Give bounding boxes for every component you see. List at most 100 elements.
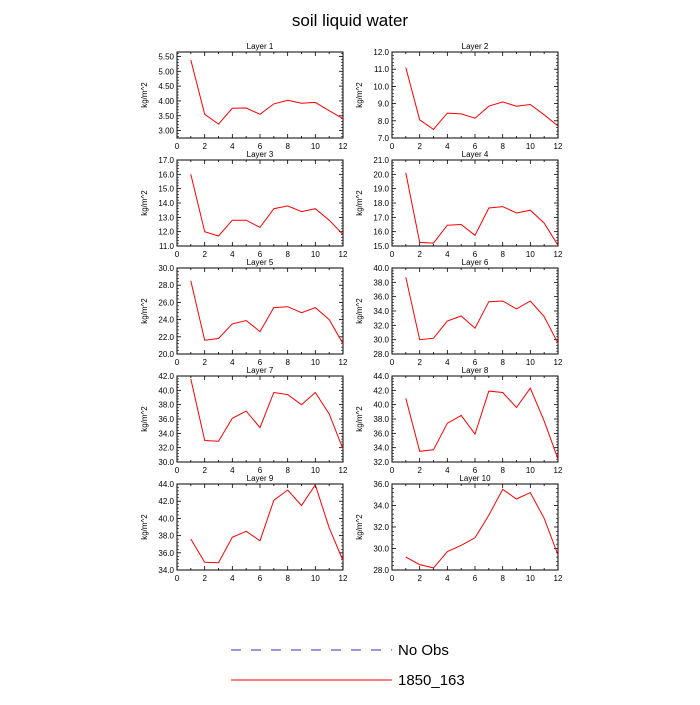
panel-5: Layer 5 0 2 4 6 8 10 12 20.0 22.0 24.0 26.0 28.0 30.0… — [140, 258, 348, 367]
y-tick-label: 12.0 — [373, 48, 389, 57]
y-tick-label: 12.0 — [158, 228, 174, 237]
x-tick-label: 4 — [230, 142, 235, 151]
panel-7: Layer 7 0 2 4 6 8 10 12 30.0 32.0 34.0 36.0 38.0 40.0… — [140, 366, 348, 475]
y-tick-label: 26.0 — [158, 298, 174, 307]
y-tick-label: 3.50 — [158, 112, 174, 121]
x-tick-label: 6 — [258, 250, 263, 259]
y-axis-label: kg/m^2 — [140, 514, 149, 540]
panel-title: Layer 10 — [459, 474, 491, 483]
plot-frame — [391, 267, 559, 355]
x-tick-label: 4 — [230, 358, 235, 367]
x-tick-label: 10 — [311, 358, 320, 367]
y-tick-label: 7.0 — [378, 134, 390, 143]
x-tick-label: 8 — [500, 142, 505, 151]
x-tick-label: 12 — [554, 358, 563, 367]
y-axis-label: kg/m^2 — [355, 514, 364, 540]
y-tick-label: 9.0 — [378, 100, 390, 109]
y-tick-label: 34.0 — [158, 429, 174, 438]
y-tick-label: 19.0 — [373, 185, 389, 194]
x-tick-label: 12 — [554, 142, 563, 151]
panel-title: Layer 2 — [462, 42, 489, 51]
y-tick-label: 5.00 — [158, 67, 174, 76]
y-tick-label: 10.0 — [373, 82, 389, 91]
x-tick-label: 12 — [339, 142, 348, 151]
x-tick-label: 6 — [258, 358, 263, 367]
x-tick-label: 0 — [175, 358, 180, 367]
y-tick-label: 30.0 — [158, 458, 174, 467]
y-tick-label: 30.0 — [158, 264, 174, 273]
y-tick-label: 17.0 — [373, 213, 389, 222]
x-tick-label: 2 — [202, 466, 207, 475]
panel-8: Layer 8 0 2 4 6 8 10 12 32.0 34.0 36.0 38.0 40.0 42.0… — [355, 366, 563, 475]
y-axis-label: kg/m^2 — [140, 82, 149, 108]
plot-frame — [391, 375, 559, 463]
x-tick-label: 6 — [258, 466, 263, 475]
x-tick-label: 6 — [473, 358, 478, 367]
y-tick-label: 18.0 — [373, 199, 389, 208]
x-tick-label: 12 — [339, 250, 348, 259]
y-axis-label: kg/m^2 — [140, 406, 149, 432]
y-tick-label: 36.0 — [373, 429, 389, 438]
panel-title: Layer 3 — [247, 150, 274, 159]
y-tick-label: 3.00 — [158, 127, 174, 136]
x-tick-label: 8 — [285, 466, 290, 475]
y-tick-label: 34.0 — [373, 307, 389, 316]
plot-frame — [176, 375, 344, 463]
x-tick-label: 12 — [554, 250, 563, 259]
panel-4: Layer 4 0 2 4 6 8 10 12 15.0 16.0 17.0 18.0 19.0 20.0… — [355, 150, 563, 259]
y-tick-label: 13.0 — [158, 213, 174, 222]
y-tick-label: 30.0 — [373, 336, 389, 345]
y-tick-label: 22.0 — [158, 333, 174, 342]
y-tick-label: 11.0 — [374, 65, 390, 74]
y-tick-label: 40.0 — [373, 401, 389, 410]
x-tick-label: 12 — [339, 358, 348, 367]
y-tick-label: 32.0 — [158, 444, 174, 453]
y-tick-label: 42.0 — [158, 372, 174, 381]
panels-group: Layer 10 2 4 6 8 10 123.003.504.004.505.005.50… — [140, 42, 563, 583]
x-tick-label: 0 — [390, 142, 395, 151]
series-line — [190, 483, 344, 564]
series-line — [405, 67, 559, 131]
x-tick-label: 0 — [175, 466, 180, 475]
x-tick-label: 10 — [311, 466, 320, 475]
x-tick-label: 0 — [175, 142, 180, 151]
x-tick-label: 4 — [230, 466, 235, 475]
x-tick-label: 0 — [390, 358, 395, 367]
x-tick-label: 0 — [390, 574, 395, 583]
y-tick-label: 32.0 — [373, 321, 389, 330]
y-axis-label: kg/m^2 — [355, 190, 364, 216]
y-tick-label: 42.0 — [373, 386, 389, 395]
y-tick-label: 24.0 — [158, 316, 174, 325]
y-tick-label: 11.0 — [159, 242, 175, 251]
panel-title: Layer 7 — [247, 366, 274, 375]
panel-6: Layer 6 0 2 4 6 8 10 12 28.0 30.0 32.0 34.0 36.0 38.0… — [355, 258, 563, 367]
y-tick-label: 15.0 — [373, 242, 389, 251]
y-tick-label: 20.0 — [373, 170, 389, 179]
y-tick-label: 40.0 — [373, 264, 389, 273]
x-tick-label: 4 — [445, 466, 450, 475]
y-tick-label: 44.0 — [158, 480, 174, 489]
panel-title: Layer 8 — [462, 366, 489, 375]
x-tick-label: 2 — [202, 358, 207, 367]
x-tick-label: 4 — [230, 250, 235, 259]
x-tick-label: 4 — [445, 250, 450, 259]
y-tick-label: 4.50 — [158, 82, 174, 91]
legend-label: 1850_163 — [398, 672, 465, 689]
x-tick-label: 8 — [500, 574, 505, 583]
panel-title: Layer 9 — [247, 474, 274, 483]
panel-title: Layer 4 — [462, 150, 489, 159]
x-tick-label: 2 — [202, 142, 207, 151]
x-tick-label: 2 — [417, 574, 422, 583]
y-tick-label: 36.0 — [158, 549, 174, 558]
panel-title: Layer 1 — [247, 42, 274, 51]
y-tick-label: 44.0 — [373, 372, 389, 381]
series-line — [405, 387, 559, 460]
y-axis-label: kg/m^2 — [140, 298, 149, 324]
x-tick-label: 8 — [285, 574, 290, 583]
series-line — [190, 378, 344, 450]
series-line — [405, 488, 559, 569]
legend-label: No Obs — [398, 642, 449, 659]
y-tick-label: 8.0 — [378, 117, 390, 126]
